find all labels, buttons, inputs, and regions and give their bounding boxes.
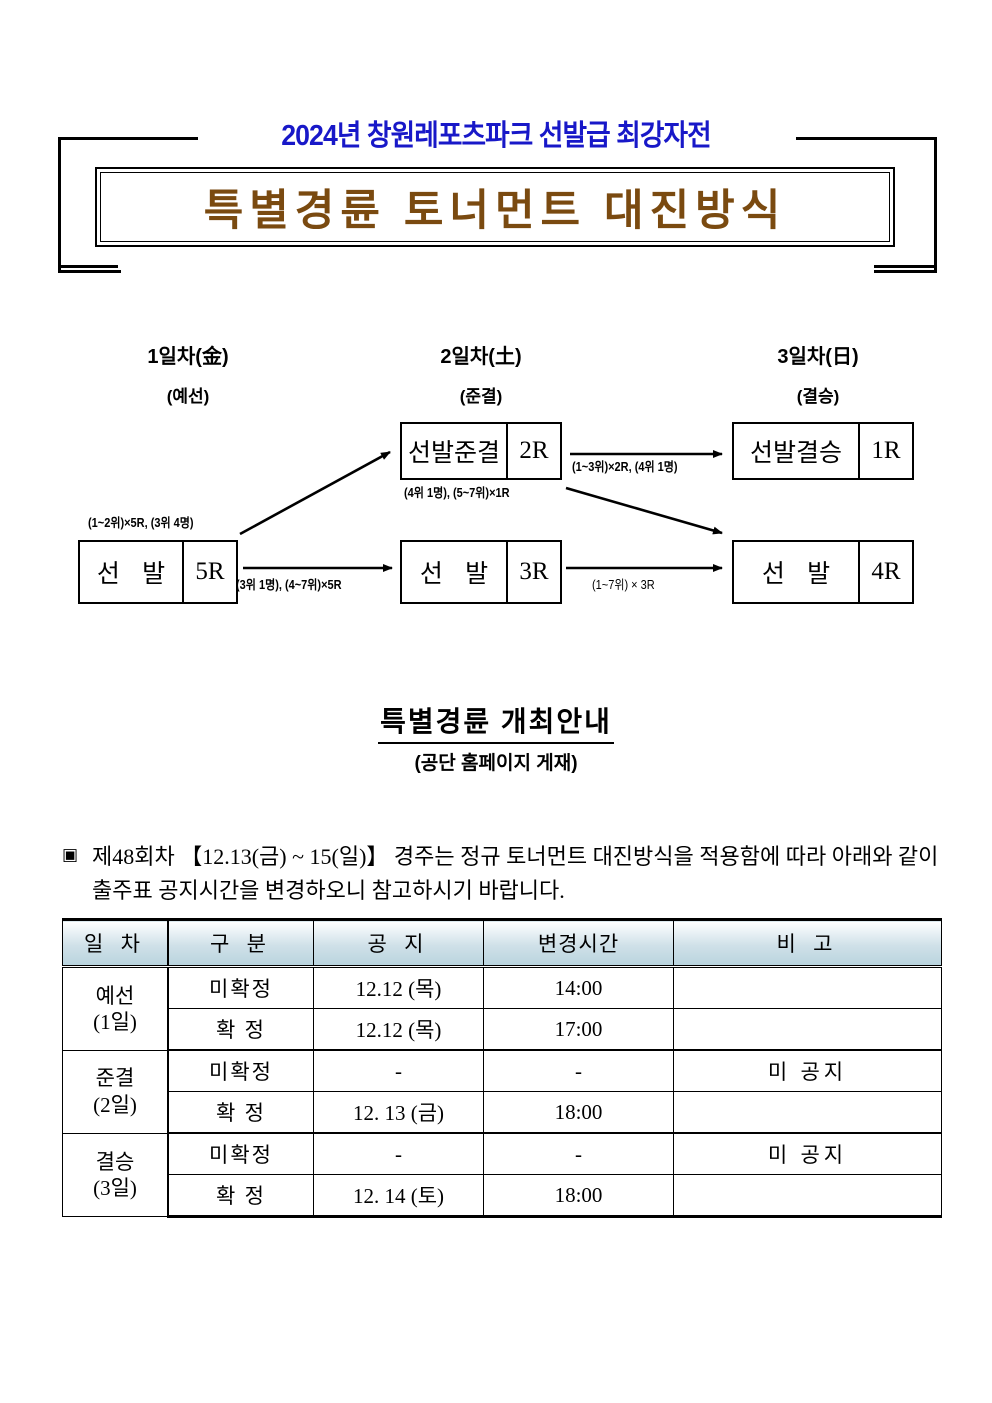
cell-time: 14:00 xyxy=(483,966,674,1009)
box-day3-final-label: 선발결승 xyxy=(749,440,842,467)
box-day3-main-round: 4R xyxy=(858,542,912,602)
box-day3-final: 선발결승 1R xyxy=(732,422,914,480)
cell-remark xyxy=(673,966,942,1009)
cell-notice: - xyxy=(313,1049,484,1092)
cell-time: 18:00 xyxy=(483,1174,674,1218)
schedule-table-body: 예선 (1일) 미확정 12.12 (목) 14:00 확 정 12.12 (목… xyxy=(62,966,942,1218)
cell-remark xyxy=(673,1008,942,1051)
flow-label-day2main-to-day3main: (1~7위) × 3R xyxy=(592,578,655,592)
notice-paragraph: ▣ 제48회차 【12.13(금) ~ 15(일)】 경주는 정규 토너먼트 대… xyxy=(62,840,942,908)
cell-time: 17:00 xyxy=(483,1008,674,1051)
bullet-icon: ▣ xyxy=(62,845,79,864)
day2-heading: 2일차(土) xyxy=(440,346,522,368)
cell-kind: 확 정 xyxy=(167,1091,314,1134)
box-day3-main-label: 선 발 xyxy=(761,561,839,588)
table-row: 확 정 12.12 (목) 17:00 xyxy=(63,1008,942,1051)
cell-kind: 미확정 xyxy=(167,1132,314,1175)
schedule-table: 일 차 구 분 공 지 변경시간 비 고 예선 (1일) 미확정 12.12 (… xyxy=(62,918,942,1218)
event-subtitle: 2024년 창원레포츠파크 선발급 최강자전 xyxy=(281,120,711,152)
cell-day-line2: (3일) xyxy=(93,1175,137,1200)
tournament-diagram: 1일차(金) (예선) 2일차(土) (준결) 3일차(日) (결승) 선 발 … xyxy=(0,330,992,650)
cell-kind: 미확정 xyxy=(167,1049,314,1092)
day1-stage: (예선) xyxy=(166,387,210,406)
day1-heading: 1일차(金) xyxy=(147,346,229,368)
cell-day: 결승 (3일) xyxy=(62,1132,169,1217)
box-day1-main: 선 발 5R xyxy=(78,540,238,604)
cell-day-line1: 결승 xyxy=(95,1149,135,1174)
flow-label-semi-to-day3main: (4위 1명), (5~7위)×1R xyxy=(404,486,510,500)
header-day: 일 차 xyxy=(62,918,169,968)
title-block: 2024년 창원레포츠파크 선발급 최강자전 특별경륜 토너먼트 대진방식 xyxy=(0,0,992,300)
cell-notice: - xyxy=(313,1132,484,1175)
day3-stage: (결승) xyxy=(796,387,840,406)
cell-remark xyxy=(673,1091,942,1134)
header-remark: 비 고 xyxy=(673,918,942,968)
header-kind: 구 분 xyxy=(167,918,314,968)
day3-heading: 3일차(日) xyxy=(777,346,859,368)
header-time: 변경시간 xyxy=(483,918,674,968)
notice-text: 제48회차 【12.13(금) ~ 15(일)】 경주는 정규 토너먼트 대진방… xyxy=(92,844,939,904)
table-row: 준결 (2일) 미확정 - - 미 공지 xyxy=(62,1049,942,1134)
box-day2-semi-round: 2R xyxy=(506,424,560,478)
cell-time: 18:00 xyxy=(483,1091,674,1134)
cell-remark: 미 공지 xyxy=(673,1049,942,1092)
cell-kind: 확 정 xyxy=(167,1174,314,1218)
box-day3-final-round: 1R xyxy=(858,424,912,478)
cell-kind: 미확정 xyxy=(167,966,314,1009)
flow-label-day1-to-semi: (1~2위)×5R, (3위 4명) xyxy=(88,516,194,530)
table-row: 예선 (1일) 미확정 12.12 (목) 14:00 xyxy=(62,966,942,1051)
day2-stage: (준결) xyxy=(459,387,503,406)
cell-day-line1: 예선 xyxy=(95,983,135,1008)
cell-day-line2: (2일) xyxy=(93,1092,137,1117)
box-day2-semi-label: 선발준결 xyxy=(407,440,500,467)
cell-kind: 확 정 xyxy=(167,1008,314,1051)
header-notice: 공 지 xyxy=(313,918,484,968)
flow-label-day1-to-day2main: (3위 1명), (4~7위)×5R xyxy=(236,578,342,592)
title-bracket-arm-top-left xyxy=(58,137,198,140)
schedule-table-head: 일 차 구 분 공 지 변경시간 비 고 xyxy=(62,918,942,968)
cell-notice: 12. 14 (토) xyxy=(313,1174,484,1218)
box-day3-main: 선 발 4R xyxy=(732,540,914,604)
cell-time: - xyxy=(483,1049,674,1092)
main-title-box: 특별경륜 토너먼트 대진방식 xyxy=(95,167,895,247)
box-day2-main-round: 3R xyxy=(506,542,560,602)
table-header-row: 일 차 구 분 공 지 변경시간 비 고 xyxy=(62,918,942,968)
cell-notice: 12.12 (목) xyxy=(313,966,484,1009)
main-title-box-inner-border xyxy=(100,172,890,242)
page-title: 특별경륜 토너먼트 대진방식 xyxy=(203,187,787,235)
box-day2-semi: 선발준결 2R xyxy=(400,422,562,480)
cell-remark xyxy=(673,1174,942,1218)
mid-section-heading: 특별경륜 개최안내 (공단 홈페이지 게재) xyxy=(0,700,992,775)
flow-label-semi-to-final: (1~3위)×2R, (4위 1명) xyxy=(572,460,678,474)
title-bracket-arm-bottom-right xyxy=(874,265,934,268)
box-day1-main-round: 5R xyxy=(182,542,236,602)
cell-day: 준결 (2일) xyxy=(62,1049,169,1134)
cell-day-line1: 준결 xyxy=(95,1066,135,1091)
cell-day-line2: (1일) xyxy=(93,1009,137,1034)
cell-time: - xyxy=(483,1132,674,1175)
cell-remark: 미 공지 xyxy=(673,1132,942,1175)
cell-notice: 12. 13 (금) xyxy=(313,1091,484,1134)
mid-heading-title: 특별경륜 개최안내 xyxy=(378,700,614,744)
cell-day: 예선 (1일) xyxy=(62,966,169,1051)
title-bracket-arm-bottom-left xyxy=(58,265,118,268)
table-row: 확 정 12. 13 (금) 18:00 xyxy=(63,1091,942,1134)
table-row: 확 정 12. 14 (토) 18:00 xyxy=(63,1174,942,1218)
mid-heading-subtitle: (공단 홈페이지 게재) xyxy=(414,753,578,774)
box-day1-main-label: 선 발 xyxy=(96,561,174,588)
cell-notice: 12.12 (목) xyxy=(313,1008,484,1051)
title-bracket-arm-top-right xyxy=(796,137,934,140)
table-row: 결승 (3일) 미확정 - - 미 공지 xyxy=(62,1132,942,1217)
box-day2-main-label: 선 발 xyxy=(419,561,497,588)
box-day2-main: 선 발 3R xyxy=(400,540,562,604)
